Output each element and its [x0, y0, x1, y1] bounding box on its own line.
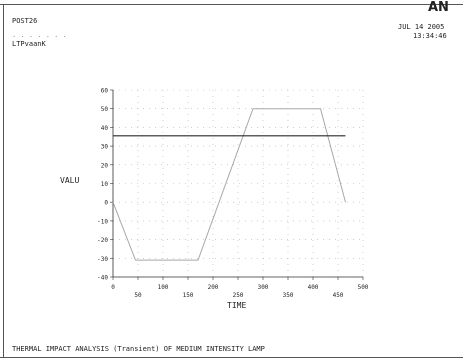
- y-tick-label: -40: [97, 275, 108, 282]
- y-tick-label: -20: [97, 237, 108, 244]
- frame-bottom-border: [0, 357, 463, 358]
- x-tick-label: 450: [333, 292, 344, 299]
- time-stamp: 13:34:46: [413, 32, 447, 40]
- x-tick-label: 50: [134, 292, 142, 299]
- x-tick-label: 150: [183, 292, 194, 299]
- x-tick-label: 100: [158, 284, 169, 291]
- subtitle-line-2: LTPvaanK: [12, 40, 46, 48]
- x-tick-label: 500: [358, 284, 369, 291]
- x-tick-label: 200: [208, 284, 219, 291]
- date-stamp: JUL 14 2005: [398, 23, 445, 31]
- y-tick-label: 40: [101, 125, 109, 132]
- y-axis-label: VALU: [60, 176, 79, 185]
- y-tick-label: 10: [101, 181, 109, 188]
- y-tick-label: 30: [101, 144, 109, 151]
- y-tick-label: 50: [101, 106, 109, 113]
- x-tick-label: 350: [283, 292, 294, 299]
- frame-top-border: [0, 4, 463, 5]
- x-tick-label: 400: [308, 284, 319, 291]
- chart-tick-labels: -40 -30 -20 -10 0 10 20 30 40 50 60 0 50 100 150 200 250…: [97, 88, 369, 300]
- chart-axes: [110, 89, 364, 280]
- frame-left-border: [3, 4, 4, 358]
- y-tick-label: -30: [97, 256, 108, 263]
- y-tick-label: -10: [97, 218, 108, 225]
- chart-series: [112, 108, 346, 261]
- series-line-1: [112, 108, 346, 261]
- program-label: POST26: [12, 17, 38, 25]
- plot-title: THERMAL IMPACT ANALYSIS (Transient) OF M…: [12, 345, 265, 353]
- subtitle-line-1: . . . . . . .: [12, 31, 67, 39]
- y-tick-label: 60: [101, 88, 109, 95]
- chart-grid: [112, 89, 364, 278]
- x-axis-label: TIME: [227, 301, 246, 310]
- x-tick-label: 0: [111, 284, 115, 291]
- ansys-logo: AN: [428, 0, 449, 15]
- y-tick-label: 0: [104, 200, 108, 207]
- x-tick-label: 300: [258, 284, 269, 291]
- x-tick-label: 250: [233, 292, 244, 299]
- y-tick-label: 20: [101, 162, 109, 169]
